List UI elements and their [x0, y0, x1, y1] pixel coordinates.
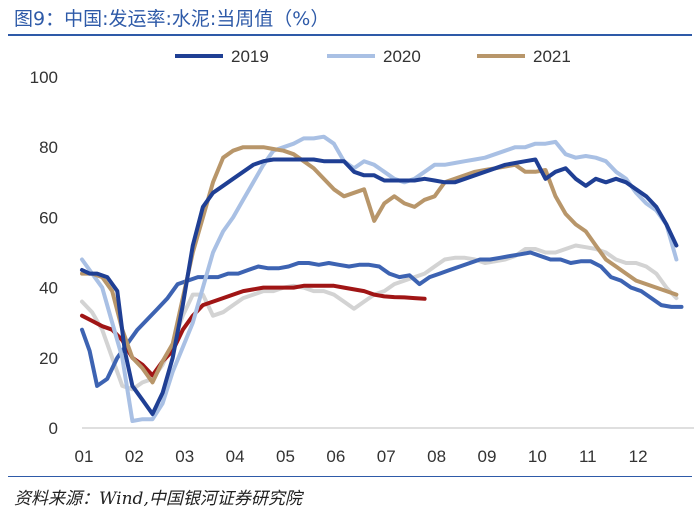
y-tick-label: 20 [39, 349, 58, 368]
series-line-unlabeled-5 [80, 283, 427, 378]
x-tick-label: 04 [226, 447, 245, 466]
series-layer [80, 134, 684, 423]
legend-label: 2020 [383, 47, 421, 66]
x-tick-label: 10 [528, 447, 547, 466]
y-tick-label: 100 [30, 68, 58, 87]
y-tick-label: 60 [39, 208, 58, 227]
series-line-2019 [80, 157, 679, 416]
footer-divider [8, 476, 692, 477]
x-tick-label: 07 [377, 447, 396, 466]
legend-label: 2021 [533, 47, 571, 66]
x-tick-label: 06 [326, 447, 345, 466]
y-tick-label: 40 [39, 279, 58, 298]
y-tick-label: 80 [39, 138, 58, 157]
series-line-2020 [80, 134, 679, 423]
legend-label: 2019 [231, 47, 269, 66]
y-tick-labels: 0 20 40 60 80 100 [30, 68, 58, 438]
x-tick-label: 09 [478, 447, 497, 466]
y-tick-label: 0 [49, 419, 58, 438]
x-tick-labels: 01 02 03 04 05 06 07 08 09 10 11 12 [75, 447, 648, 466]
x-tick-label: 03 [175, 447, 194, 466]
x-tick-label: 02 [125, 447, 144, 466]
chart-legend: 2019 2020 2021 [175, 47, 571, 66]
chart-title: 图9：中国:发运率:水泥:当周值（%） [14, 8, 330, 30]
source-note: 资料来源：Wind,中国银河证券研究院 [14, 489, 302, 509]
series-line-unlabeled-3 [80, 250, 684, 388]
x-tick-label: 12 [629, 447, 648, 466]
x-tick-label: 08 [427, 447, 446, 466]
x-tick-label: 11 [579, 447, 597, 466]
title-divider [8, 34, 692, 36]
x-tick-label: 01 [75, 447, 94, 466]
x-tick-label: 05 [276, 447, 295, 466]
